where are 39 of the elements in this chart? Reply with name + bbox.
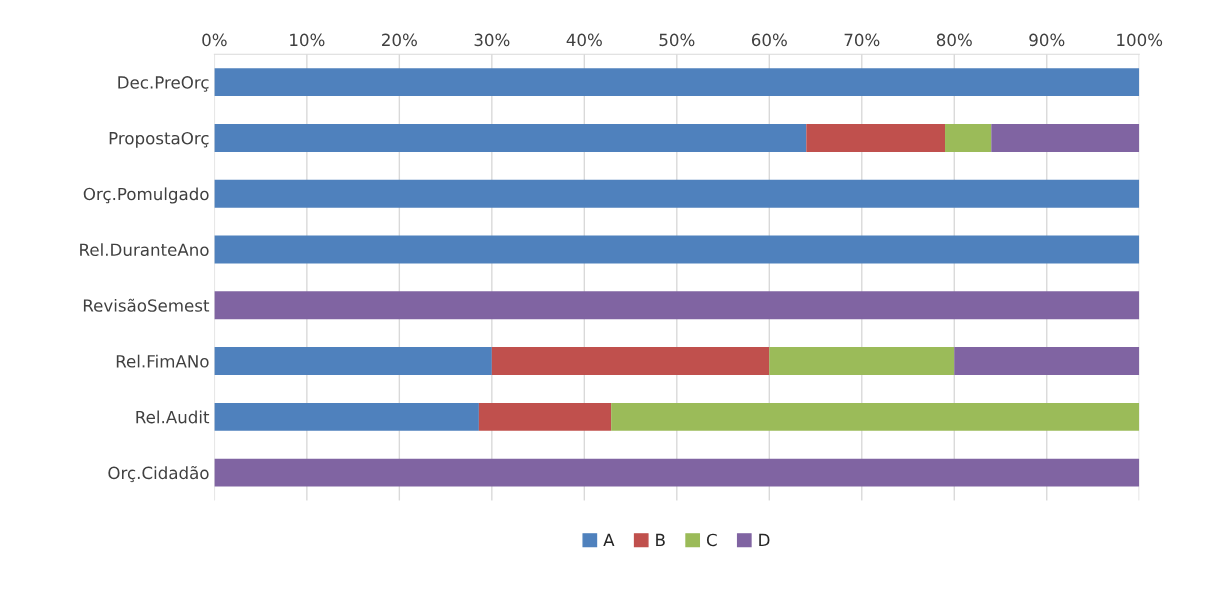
x-tick-label: 10% <box>290 33 325 47</box>
bar <box>478 402 612 431</box>
y-tick-label: Rel.DuranteAno <box>80 243 209 257</box>
y-tick-label: Orç.Pomulgado <box>83 187 209 204</box>
legend-label: C <box>706 533 717 547</box>
bar <box>954 347 1140 375</box>
x-tick-label: 20% <box>382 33 417 47</box>
bar <box>491 347 770 375</box>
y-tick-label: Rel.FimANo <box>116 354 209 368</box>
bar <box>214 235 1140 264</box>
y-tick-label: PropostaOrç <box>109 131 209 148</box>
bar <box>991 123 1140 152</box>
x-tick-label: 30% <box>474 33 510 47</box>
x-tick-label: 80% <box>936 33 972 47</box>
y-tick-label: Rel.Audit <box>136 410 210 424</box>
legend-label: D <box>759 533 770 546</box>
y-tick-label: Dec.PreOrç <box>118 76 209 92</box>
y-tick-label: RevisãoSemest <box>83 298 210 312</box>
legend-label: A <box>603 533 615 546</box>
bar <box>214 179 1140 208</box>
bar <box>214 458 1140 487</box>
x-tick-label: 0% <box>202 33 227 47</box>
bar <box>806 123 946 152</box>
y-tick-label: Orç.Cidadão <box>108 466 209 483</box>
bar <box>769 347 955 375</box>
bar <box>214 68 1140 97</box>
x-tick-label: 60% <box>751 33 787 47</box>
bar <box>214 123 807 152</box>
x-tick-label: 70% <box>844 33 880 47</box>
bar <box>945 123 992 152</box>
bar <box>214 347 492 375</box>
bar <box>611 402 1140 431</box>
x-tick-label: 90% <box>1029 33 1065 47</box>
x-tick-label: 50% <box>659 33 695 47</box>
x-tick-label: 40% <box>566 33 602 47</box>
bar <box>214 402 479 431</box>
bar <box>214 291 1140 320</box>
x-tick-label: 100% <box>1117 33 1163 47</box>
legend-label: B <box>656 533 665 546</box>
